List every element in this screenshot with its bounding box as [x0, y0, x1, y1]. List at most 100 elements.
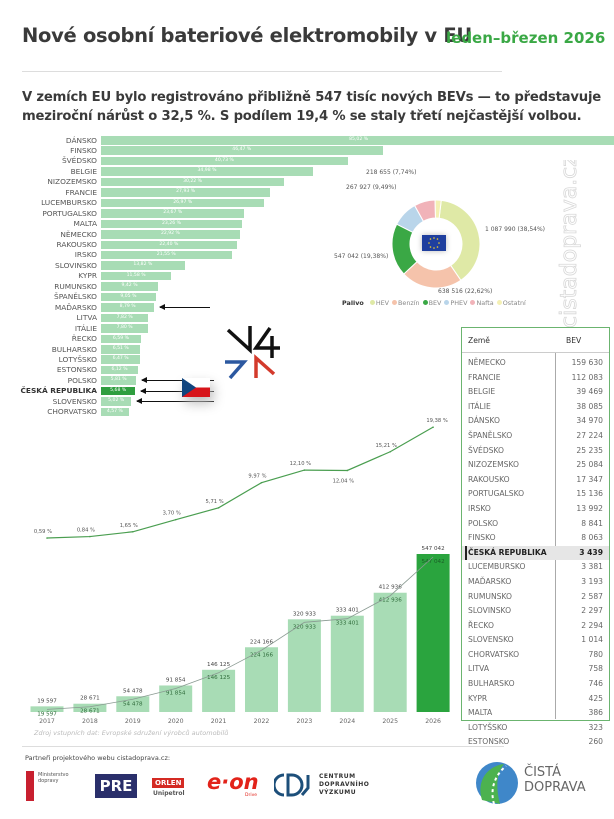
period-label: leden–březen 2026 — [446, 29, 606, 47]
bar-value-label: 224 166 — [250, 639, 274, 645]
table-row[interactable]: LUCEMBURSKO 3 381 — [462, 560, 609, 575]
line-value-label: 3,70 % — [163, 511, 181, 517]
bar — [101, 397, 132, 406]
bar-label: CHORVATSKO — [47, 407, 97, 417]
bar — [101, 209, 245, 218]
cista-doprava-logo-icon[interactable] — [474, 760, 520, 806]
bar-value-label: 320 933 — [293, 611, 317, 617]
cdv-logo-icon[interactable] — [274, 772, 316, 798]
year-bar — [373, 592, 407, 712]
bar-label: MALTA — [73, 219, 97, 229]
arrow-icon — [140, 387, 214, 394]
cell-country: ŠVÉDSKO — [468, 445, 505, 455]
watermark: cistadoprava.cz — [557, 160, 583, 328]
legend-label: BEV — [428, 299, 442, 307]
bar — [101, 407, 129, 417]
table-row[interactable]: LOTYŠSKO 323 — [462, 721, 609, 736]
bar-value-label: 11,58 % — [126, 272, 146, 278]
bar — [101, 271, 172, 281]
legend-marker — [369, 300, 375, 305]
bar-label: ŠPANĚLSKO — [54, 292, 97, 302]
line-value-label: 0,59 % — [34, 529, 52, 535]
bar — [101, 292, 156, 302]
table-row[interactable]: RAKOUSKO 17 347 — [462, 473, 609, 488]
bar-label: BELGIE — [70, 166, 97, 176]
cell-bev: 39 469 — [576, 387, 603, 397]
eon-logo[interactable]: e·on — [207, 770, 259, 794]
fuel-donut-chart — [391, 199, 481, 289]
bar-value-label: 9,42 % — [121, 283, 138, 289]
table-row[interactable]: ITÁLIE 38 085 — [462, 400, 609, 415]
cell-bev: 25 235 — [576, 445, 603, 455]
cell-bev: 425 — [588, 693, 604, 703]
cdv-logo-text: CENTRUM DOPRAVNÍHO VÝZKUMU — [319, 773, 369, 797]
partners-label: Partneři projektového webu cistadoprava.… — [25, 754, 171, 762]
bar-value-label: 19 597 — [37, 698, 57, 704]
table-row[interactable]: ESTONSKO 260 — [462, 735, 609, 750]
bar-value-label: 8,79 % — [119, 304, 136, 310]
bar-value-label: 40,73 % — [214, 157, 234, 163]
bar — [101, 167, 313, 176]
table-row[interactable]: SLOVENSKO 1 014 — [462, 633, 609, 648]
bar-label: FINSKO — [70, 145, 97, 155]
table-row[interactable]: KYPR 425 — [462, 692, 609, 707]
bar — [101, 386, 136, 396]
mdcr-logo[interactable] — [26, 771, 34, 801]
table-row[interactable]: MALTA 386 — [462, 706, 609, 721]
table-row[interactable]: PORTUGALSKO 15 136 — [462, 487, 609, 502]
bar-label: RAKOUSKO — [56, 240, 97, 249]
table-header: Země BEV — [462, 328, 609, 353]
table-row[interactable]: ŘECKO 2 294 — [462, 619, 609, 634]
table-row[interactable]: BULHARSKO 746 — [462, 677, 609, 692]
bar-trend-line — [46, 556, 434, 710]
line-point — [174, 518, 177, 521]
table-row[interactable]: FINSKO 8 063 — [462, 531, 609, 546]
table-row[interactable]: CHORVATSKO 780 — [462, 648, 609, 663]
table-row[interactable]: BELGIE 39 469 — [462, 385, 609, 400]
legend-label: HEV — [375, 299, 390, 307]
bar-label: BULHARSKO — [51, 344, 97, 354]
bar-value-label: 23,67 % — [163, 210, 183, 216]
column-header-bev[interactable]: BEV — [566, 336, 582, 345]
cell-country: FRANCIE — [468, 372, 501, 382]
table-row[interactable]: MAĎARSKO 3 193 — [462, 575, 609, 590]
table-row[interactable]: NIZOZEMSKO 25 084 — [462, 458, 609, 473]
table-row[interactable]: FRANCIE 112 083 — [462, 371, 609, 386]
bar-inner-label: 320 933 — [293, 624, 317, 630]
year-bar — [245, 647, 278, 712]
cell-bev: 323 — [588, 722, 604, 732]
bar — [101, 324, 149, 333]
cell-bev: 17 347 — [576, 474, 603, 484]
cell-bev: 2 297 — [581, 606, 603, 616]
bar-value-label: 547 042 — [422, 546, 445, 552]
pre-logo[interactable]: PRE — [95, 774, 137, 798]
table-row[interactable]: NĚMECKO 159 630 — [462, 356, 609, 371]
legend-marker — [422, 300, 428, 305]
column-header-country[interactable]: Země — [468, 336, 490, 345]
table-row[interactable]: RUMUNSKO 2 587 — [462, 590, 609, 605]
bar — [101, 230, 240, 239]
table-row[interactable]: IRSKO 13 992 — [462, 502, 609, 517]
year-bar — [159, 685, 193, 712]
table-row[interactable]: POLSKO 8 841 — [462, 517, 609, 532]
cell-country: RAKOUSKO — [468, 474, 510, 484]
bar-value-label: 6,59 % — [112, 335, 129, 341]
cista-line: DOPRAVA — [524, 780, 586, 795]
legend-item: Benzín — [392, 299, 420, 307]
bar-value-label: 146 125 — [207, 662, 231, 668]
table-row[interactable]: DÁNSKO 34 970 — [462, 414, 609, 429]
table-row[interactable]: LITVA 758 — [462, 662, 609, 677]
year-tick-label: 2021 — [211, 718, 227, 725]
table-row[interactable]: ČESKÁ REPUBLIKA 3 439 — [462, 545, 609, 561]
bar-label: ČESKÁ REPUBLIKA — [20, 386, 97, 396]
table-row[interactable]: ŠVÉDSKO 25 235 — [462, 444, 609, 459]
year-bar — [73, 703, 107, 712]
eu-flag-icon — [422, 235, 446, 251]
bar — [101, 156, 348, 166]
table-row[interactable]: SLOVINSKO 2 297 — [462, 604, 609, 619]
orlen-logo[interactable]: ORLEN — [152, 778, 185, 788]
table-row[interactable]: ŠPANĚLSKO 27 224 — [462, 429, 609, 444]
cell-bev: 15 136 — [576, 489, 603, 499]
bar-label: RUMUNSKO — [54, 281, 97, 291]
